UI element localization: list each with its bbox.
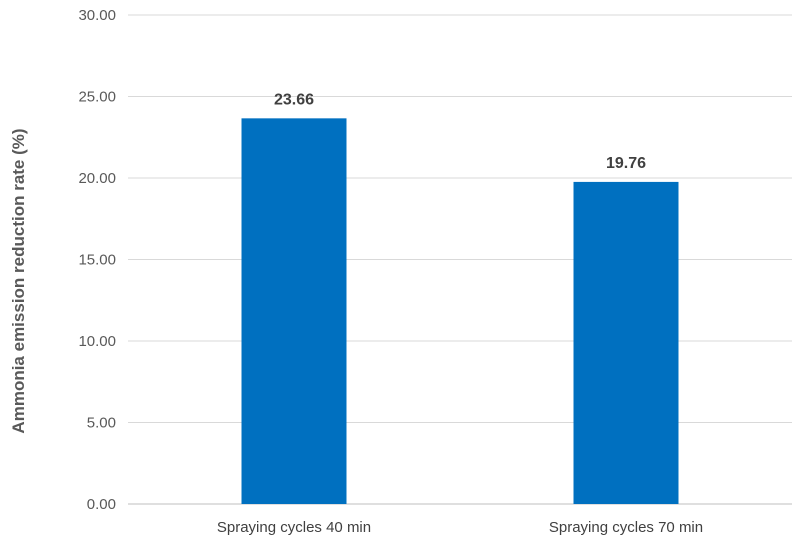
bar [573,181,679,505]
x-category-label: Spraying cycles 70 min [549,519,703,536]
gridlines [128,14,792,505]
y-tick-label: 25.00 [78,89,116,106]
data-labels: 23.66 19.76 [274,91,646,172]
y-axis-ticks: 0.00 5.00 10.00 15.00 20.00 25.00 30.00 [78,7,116,513]
y-tick-label: 0.00 [87,496,116,513]
x-axis-categories: Spraying cycles 40 min Spraying cycles 70… [217,519,703,536]
bar [241,118,347,504]
bar-value-label: 23.66 [274,91,314,108]
bars [241,118,679,505]
bar-value-label: 19.76 [606,155,646,172]
y-tick-label: 10.00 [78,333,116,350]
y-tick-label: 20.00 [78,170,116,187]
y-tick-label: 30.00 [78,7,116,24]
x-category-label: Spraying cycles 40 min [217,519,371,536]
y-tick-label: 5.00 [87,415,116,432]
y-axis-title: Ammonia emission reduction rate (%) [9,128,28,433]
y-tick-label: 15.00 [78,252,116,269]
